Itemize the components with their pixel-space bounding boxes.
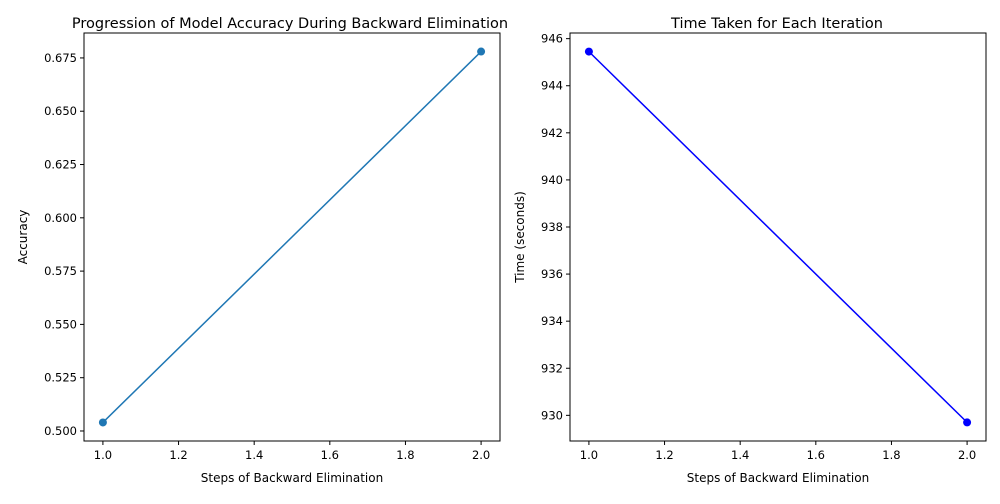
- accuracy-x-axis: 1.0 1.2 1.4 1.6 1.8 2.0: [94, 441, 490, 462]
- time-y-tick-label: 946: [541, 32, 563, 46]
- accuracy-x-tick-label: 2.0: [472, 448, 490, 462]
- time-y-tick-label: 944: [541, 79, 563, 93]
- time-y-tick-label: 942: [541, 126, 563, 140]
- time-x-tick-label: 1.4: [731, 448, 749, 462]
- accuracy-x-tick-label: 1.2: [169, 448, 187, 462]
- time-x-axis: 1.0 1.2 1.4 1.6 1.8 2.0: [580, 441, 976, 462]
- accuracy-y-tick-label: 0.675: [44, 51, 77, 65]
- accuracy-y-axis: 0.500 0.525 0.550 0.575 0.600 0.625 0.650 0.675: [44, 51, 84, 438]
- time-x-tick-label: 2.0: [958, 448, 976, 462]
- accuracy-x-tick-label: 1.8: [396, 448, 414, 462]
- accuracy-y-tick-label: 0.525: [44, 371, 77, 385]
- accuracy-x-tick-label: 1.0: [94, 448, 112, 462]
- accuracy-y-tick-label: 0.500: [44, 424, 77, 438]
- accuracy-data-point: [98, 418, 107, 427]
- accuracy-chart-title: Progression of Model Accuracy During Bac…: [72, 16, 508, 32]
- accuracy-x-tick-label: 1.6: [321, 448, 339, 462]
- time-y-tick-label: 932: [541, 361, 563, 375]
- accuracy-x-tick-label: 1.4: [245, 448, 263, 462]
- accuracy-y-tick-label: 0.600: [44, 211, 77, 225]
- time-x-tick-label: 1.0: [580, 448, 598, 462]
- time-data-point: [963, 418, 972, 427]
- time-x-tick-label: 1.2: [655, 448, 673, 462]
- accuracy-y-tick-label: 0.550: [44, 317, 77, 331]
- accuracy-series-line: [102, 51, 482, 423]
- time-y-tick-label: 940: [541, 173, 563, 187]
- time-y-tick-label: 936: [541, 267, 563, 281]
- time-x-tick-label: 1.8: [882, 448, 900, 462]
- time-data-point: [584, 47, 593, 56]
- time-y-axis-label: Time (seconds): [513, 191, 527, 284]
- accuracy-series: [98, 47, 486, 427]
- time-chart: Time Taken for Each Iteration 1.0 1.2 1.4 1…: [513, 16, 987, 485]
- accuracy-data-point: [477, 47, 486, 56]
- accuracy-y-tick-label: 0.575: [44, 264, 77, 278]
- time-chart-title: Time Taken for Each Iteration: [670, 16, 883, 32]
- time-y-tick-label: 938: [541, 220, 563, 234]
- time-y-tick-label: 934: [541, 314, 563, 328]
- accuracy-y-tick-label: 0.625: [44, 158, 77, 172]
- time-y-tick-label: 930: [541, 408, 563, 422]
- accuracy-chart: Progression of Model Accuracy During Bac…: [16, 16, 508, 485]
- time-x-tick-label: 1.6: [807, 448, 825, 462]
- time-x-axis-label: Steps of Backward Elimination: [687, 471, 869, 485]
- accuracy-x-axis-label: Steps of Backward Elimination: [201, 471, 383, 485]
- accuracy-y-tick-label: 0.650: [44, 104, 77, 118]
- time-series-line: [588, 51, 968, 423]
- time-y-axis: 930 932 934 936 938 940 942 944 946: [541, 32, 570, 422]
- time-series: [584, 47, 972, 427]
- accuracy-y-axis-label: Accuracy: [16, 210, 30, 265]
